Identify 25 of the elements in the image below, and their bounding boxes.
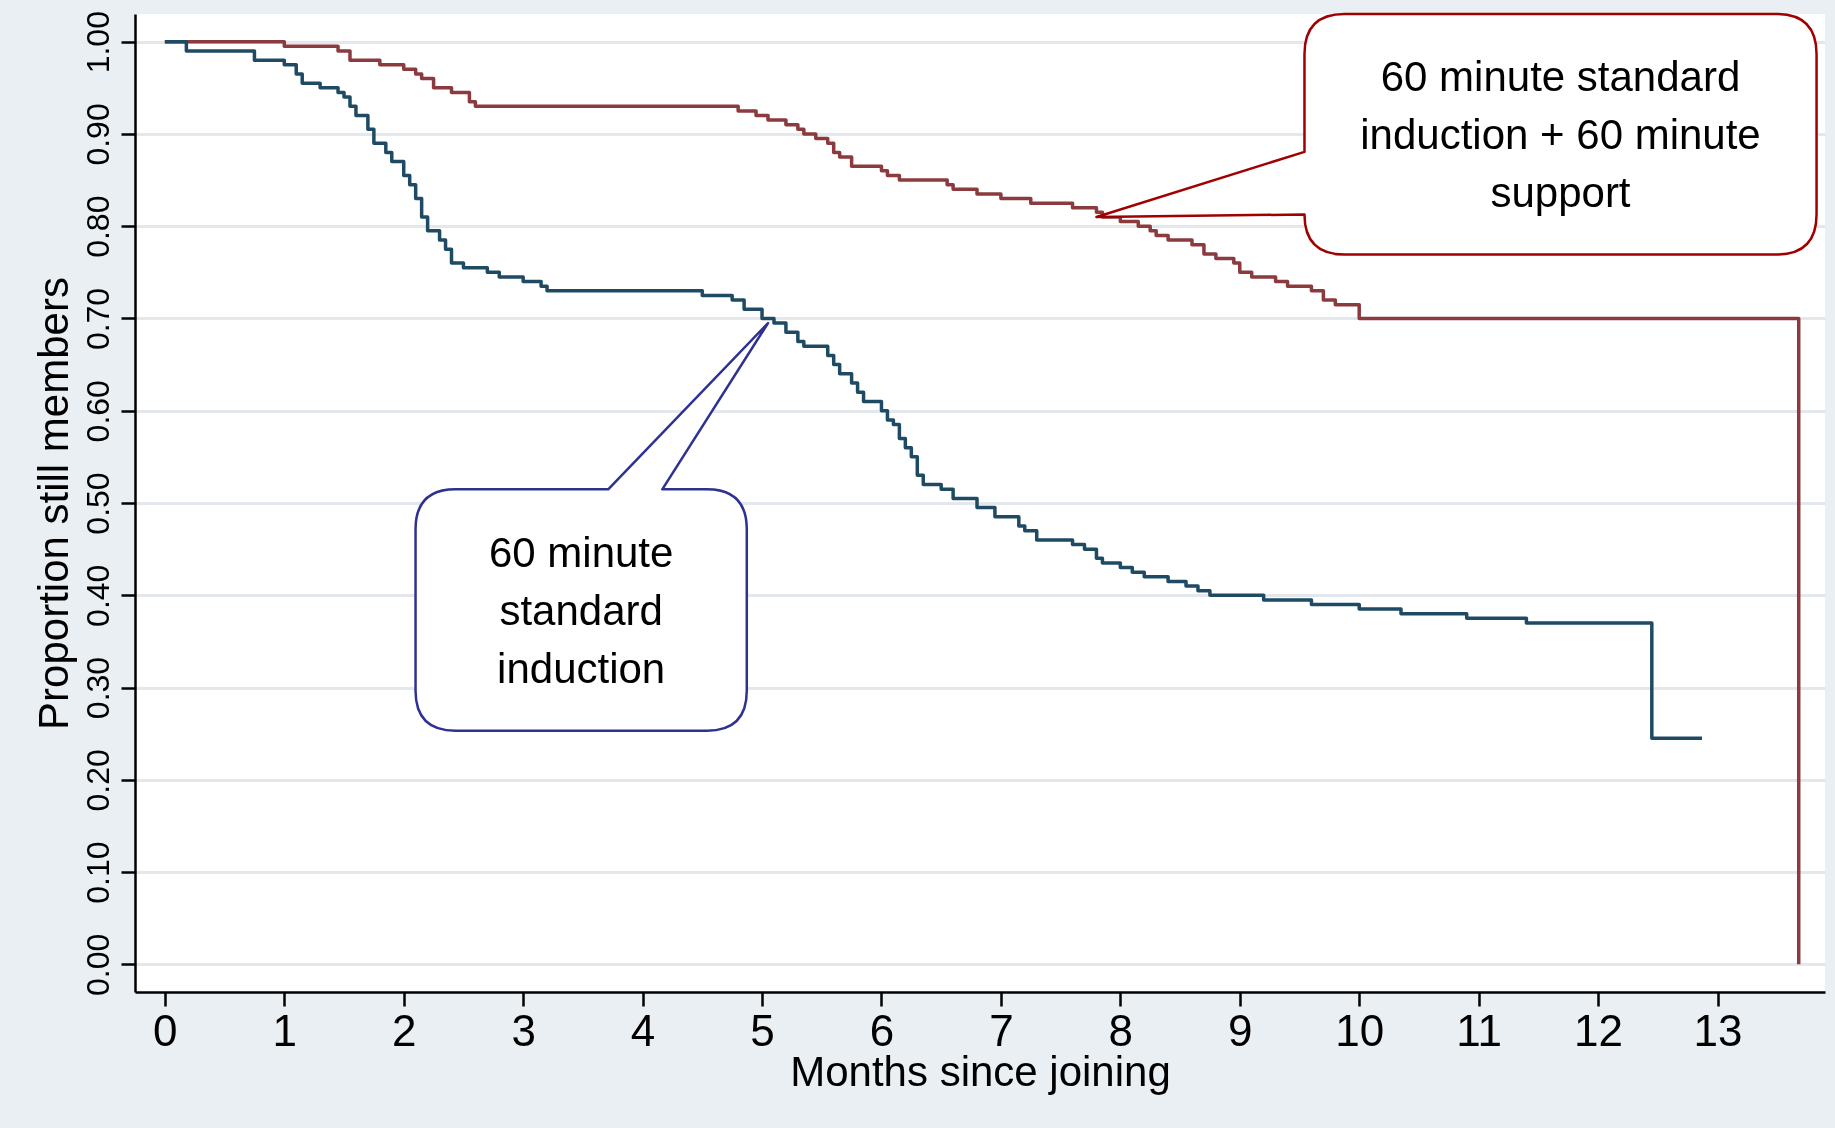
x-tick-label: 0 bbox=[153, 1005, 178, 1055]
y-tick-label: 0.60 bbox=[79, 380, 116, 443]
y-tick-label: 0.30 bbox=[79, 656, 116, 720]
x-tick-label: 2 bbox=[391, 1005, 417, 1055]
x-tick-label: 10 bbox=[1335, 1005, 1385, 1055]
x-tick-label: 5 bbox=[750, 1005, 775, 1055]
x-tick-label: 3 bbox=[511, 1005, 536, 1055]
x-tick-label: 11 bbox=[1456, 1005, 1502, 1055]
x-tick-label: 4 bbox=[630, 1005, 656, 1055]
y-tick-label: 0.90 bbox=[79, 103, 116, 166]
x-tick-label: 13 bbox=[1693, 1005, 1743, 1055]
annotation: 60 minute standard induction + 60 minute support bbox=[1360, 53, 1761, 217]
x-tick-label: 9 bbox=[1228, 1005, 1253, 1055]
y-tick-label: 0.10 bbox=[79, 841, 116, 904]
annotation: 60 minute standard induction bbox=[488, 529, 674, 693]
x-tick-label: 12 bbox=[1574, 1005, 1624, 1055]
y-tick-label: 1.00 bbox=[79, 11, 116, 74]
y-tick-label: 0.40 bbox=[79, 564, 116, 627]
y-tick-label: 0.00 bbox=[79, 933, 116, 996]
x-tick-label: 1 bbox=[272, 1005, 298, 1055]
y-tick-label: 0.70 bbox=[79, 287, 116, 351]
y-tick-label: 0.80 bbox=[79, 195, 116, 258]
y-tick-label: 0.20 bbox=[79, 749, 116, 812]
y-axis-title: Proportion still members bbox=[29, 277, 77, 730]
y-tick-label: 0.50 bbox=[79, 472, 116, 535]
